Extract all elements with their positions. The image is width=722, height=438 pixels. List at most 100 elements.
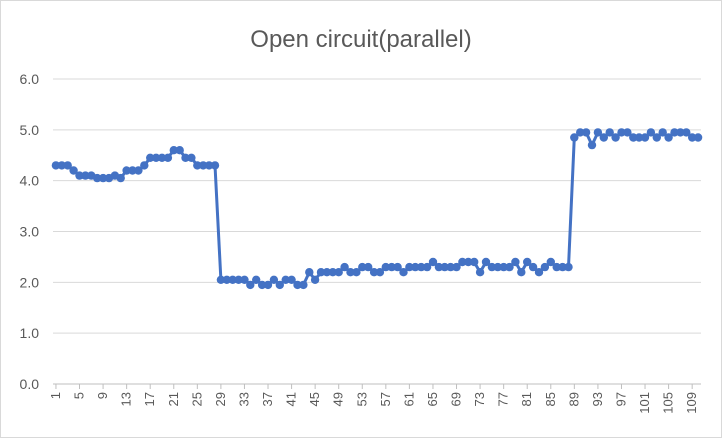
data-point [499, 262, 508, 272]
data-point [517, 268, 526, 277]
chart-title: Open circuit(parallel) [250, 26, 471, 53]
data-point [670, 128, 679, 137]
data-point [581, 128, 591, 137]
data-point [157, 153, 167, 162]
data-point [57, 161, 66, 170]
data-point [199, 161, 208, 170]
data-point [328, 268, 337, 277]
data-point [405, 262, 414, 272]
data-point [505, 262, 514, 272]
x-tick-label: 65 [425, 392, 440, 406]
x-tick-label: 77 [496, 392, 511, 406]
data-point [275, 280, 284, 290]
data-point [257, 280, 267, 290]
data-point [246, 280, 255, 290]
data-point [452, 262, 461, 272]
data-point [352, 268, 361, 277]
x-tick-label: 69 [449, 392, 464, 406]
x-tick-label: 53 [354, 392, 369, 406]
data-point [63, 161, 72, 170]
data-point [293, 280, 302, 290]
data-point [676, 128, 685, 137]
data-point [316, 268, 326, 277]
y-tick-label: 3.0 [20, 224, 40, 240]
y-axis-ticks: 0.0 1.0 2.0 3.0 4.0 5.0 6.0 [20, 71, 40, 392]
data-point [240, 275, 249, 284]
y-tick-label: 2.0 [20, 274, 40, 290]
data-point [564, 262, 573, 272]
data-point [617, 128, 626, 137]
data-point [458, 257, 467, 267]
data-point [364, 262, 373, 272]
data-point [658, 128, 667, 137]
data-point [340, 262, 349, 272]
x-tick-label: 49 [331, 392, 346, 406]
data-point [629, 133, 638, 142]
y-tick-label: 1.0 [20, 325, 40, 341]
x-tick-label: 81 [519, 392, 534, 406]
x-tick-label: 33 [236, 392, 251, 406]
data-point [605, 128, 614, 137]
gridlines [53, 78, 701, 385]
data-point [411, 262, 420, 272]
data-point [234, 275, 243, 284]
data-point [587, 140, 597, 150]
data-point [623, 128, 632, 137]
data-point [269, 275, 279, 284]
x-tick-label: 37 [260, 392, 275, 406]
data-point [393, 262, 402, 272]
data-point [546, 257, 555, 267]
data-point [263, 280, 273, 290]
y-tick-label: 0.0 [20, 376, 40, 392]
data-point [281, 275, 290, 284]
data-point [417, 262, 426, 272]
data-point [228, 275, 237, 284]
data-point [652, 133, 661, 142]
data-point [122, 166, 131, 175]
x-tick-label: 85 [543, 392, 558, 406]
data-point [664, 133, 673, 142]
data-point [646, 128, 656, 137]
data-point [334, 268, 343, 277]
data-point [422, 262, 432, 272]
data-point [146, 153, 155, 162]
data-point [187, 153, 196, 162]
x-axis-ticks: 1 5 9 13 17 21 25 29 33 37 41 45 49 53 57 61 65 69 73 77 81 8… [48, 384, 699, 414]
data-point [69, 166, 78, 175]
x-tick-label: 97 [613, 392, 628, 406]
x-tick-label: 1 [48, 392, 63, 399]
data-point [181, 153, 190, 162]
data-point [528, 262, 538, 272]
data-point [611, 133, 620, 142]
data-point [487, 262, 497, 272]
data-point [570, 133, 579, 142]
data-point [540, 262, 550, 272]
data-point [222, 275, 231, 284]
x-tick-label: 9 [95, 392, 110, 399]
data-point [599, 133, 608, 142]
y-tick-label: 4.0 [20, 173, 40, 189]
data-point [434, 262, 444, 272]
data-point [523, 257, 532, 267]
data-point [634, 133, 644, 142]
x-tick-label: 57 [378, 392, 393, 406]
data-point [693, 133, 703, 142]
data-point [593, 128, 603, 137]
data-point [446, 262, 455, 272]
data-point [576, 128, 585, 137]
x-tick-label: 109 [684, 392, 699, 414]
data-point [193, 161, 202, 170]
data-point [428, 257, 438, 267]
data-point [252, 275, 261, 284]
data-point [640, 133, 650, 142]
data-point [552, 262, 561, 272]
data-point [310, 275, 320, 284]
x-tick-label: 25 [189, 392, 204, 406]
data-point [140, 161, 149, 170]
data-point [287, 275, 296, 284]
x-tick-label: 101 [637, 392, 652, 414]
data-point [464, 257, 473, 267]
data-point [534, 268, 544, 277]
